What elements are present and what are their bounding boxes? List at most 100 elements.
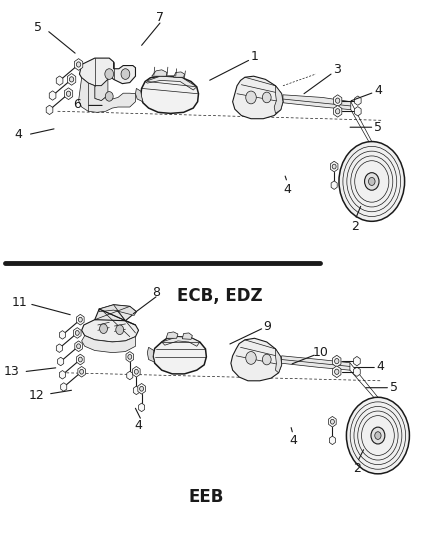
Text: 1: 1	[250, 50, 258, 63]
Circle shape	[335, 98, 339, 103]
Polygon shape	[67, 74, 76, 85]
Circle shape	[262, 92, 271, 103]
Circle shape	[121, 69, 130, 79]
Text: 11: 11	[11, 296, 27, 309]
Polygon shape	[64, 88, 73, 100]
Polygon shape	[332, 366, 340, 377]
Polygon shape	[281, 356, 349, 370]
Polygon shape	[127, 371, 133, 379]
Polygon shape	[57, 357, 64, 366]
Circle shape	[245, 91, 256, 104]
Polygon shape	[275, 349, 281, 373]
Text: 4: 4	[283, 183, 290, 196]
Text: 3: 3	[332, 63, 340, 76]
Circle shape	[134, 369, 138, 374]
Polygon shape	[353, 367, 360, 376]
Polygon shape	[182, 333, 192, 340]
Polygon shape	[126, 352, 133, 362]
Polygon shape	[76, 314, 84, 325]
Circle shape	[75, 330, 79, 335]
Polygon shape	[49, 91, 56, 100]
Polygon shape	[283, 95, 350, 110]
Polygon shape	[132, 367, 140, 377]
Polygon shape	[333, 106, 341, 117]
Polygon shape	[353, 107, 360, 116]
Circle shape	[370, 427, 384, 444]
Polygon shape	[330, 161, 337, 172]
Circle shape	[335, 109, 339, 114]
Polygon shape	[133, 386, 139, 394]
Text: 4: 4	[134, 419, 142, 432]
Text: 9: 9	[263, 320, 271, 333]
Polygon shape	[79, 58, 135, 86]
Polygon shape	[95, 305, 136, 321]
Polygon shape	[161, 337, 199, 346]
Polygon shape	[138, 403, 144, 411]
Polygon shape	[232, 76, 283, 119]
Polygon shape	[81, 336, 135, 353]
Polygon shape	[353, 357, 360, 366]
Polygon shape	[147, 348, 154, 362]
Circle shape	[139, 386, 143, 391]
Polygon shape	[230, 338, 281, 381]
Polygon shape	[59, 370, 65, 379]
Text: EEB: EEB	[188, 488, 223, 506]
Circle shape	[332, 164, 336, 169]
Circle shape	[105, 69, 113, 79]
Polygon shape	[74, 341, 82, 352]
Polygon shape	[78, 367, 85, 377]
Circle shape	[78, 357, 82, 362]
Text: 10: 10	[311, 346, 327, 359]
Polygon shape	[46, 105, 53, 115]
Circle shape	[330, 419, 334, 424]
Text: ECB, EDZ: ECB, EDZ	[176, 287, 262, 305]
Text: 4: 4	[288, 434, 296, 447]
Text: 4: 4	[14, 128, 22, 141]
Polygon shape	[78, 78, 135, 112]
Polygon shape	[152, 337, 206, 374]
Circle shape	[105, 92, 113, 101]
Circle shape	[127, 354, 131, 359]
Circle shape	[346, 397, 409, 474]
Text: 4: 4	[373, 84, 381, 96]
Polygon shape	[95, 79, 108, 101]
Text: 5: 5	[389, 381, 397, 394]
Polygon shape	[353, 96, 360, 106]
Circle shape	[364, 173, 378, 190]
Polygon shape	[81, 319, 138, 342]
Circle shape	[69, 77, 74, 82]
Circle shape	[99, 324, 107, 334]
Polygon shape	[330, 181, 336, 189]
Circle shape	[262, 354, 271, 365]
Text: 2: 2	[350, 220, 358, 233]
Circle shape	[334, 359, 338, 364]
Circle shape	[76, 62, 81, 67]
Polygon shape	[135, 88, 143, 102]
Polygon shape	[56, 344, 62, 352]
Text: 4: 4	[376, 360, 384, 373]
Polygon shape	[173, 72, 184, 77]
Circle shape	[116, 325, 124, 335]
Polygon shape	[166, 332, 177, 338]
Polygon shape	[76, 354, 84, 365]
Text: 5: 5	[34, 21, 42, 34]
Polygon shape	[138, 383, 145, 394]
Text: 8: 8	[152, 286, 160, 298]
Text: 7: 7	[156, 11, 164, 24]
Polygon shape	[328, 416, 336, 427]
Circle shape	[245, 352, 256, 365]
Polygon shape	[145, 76, 196, 90]
Polygon shape	[333, 95, 341, 107]
Polygon shape	[74, 59, 83, 70]
Polygon shape	[141, 76, 198, 114]
Polygon shape	[99, 305, 136, 316]
Text: 13: 13	[4, 365, 19, 378]
Circle shape	[367, 177, 374, 185]
Circle shape	[77, 344, 81, 349]
Text: 6: 6	[73, 98, 81, 111]
Text: 12: 12	[28, 389, 44, 402]
Circle shape	[78, 317, 82, 322]
Text: 2: 2	[353, 462, 360, 475]
Polygon shape	[151, 70, 166, 76]
Polygon shape	[274, 86, 283, 114]
